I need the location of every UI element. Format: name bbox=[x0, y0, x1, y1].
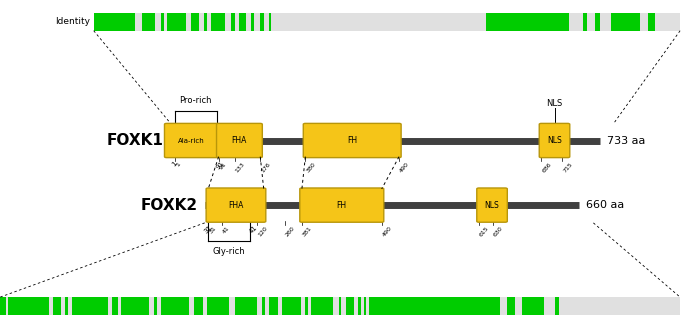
Text: 715: 715 bbox=[562, 161, 573, 173]
Text: 490: 490 bbox=[399, 161, 411, 173]
Bar bbox=[0, 297, 6, 315]
Bar bbox=[595, 13, 600, 31]
Bar bbox=[311, 297, 333, 315]
Bar bbox=[262, 297, 265, 315]
Text: 686: 686 bbox=[541, 161, 552, 173]
Bar bbox=[191, 13, 199, 31]
Bar bbox=[369, 297, 500, 315]
Text: FH: FH bbox=[347, 136, 357, 145]
Bar bbox=[346, 297, 354, 315]
Text: FH: FH bbox=[337, 201, 347, 210]
FancyBboxPatch shape bbox=[217, 123, 262, 158]
Bar bbox=[339, 297, 341, 315]
FancyBboxPatch shape bbox=[206, 188, 266, 222]
Text: Gly-rich: Gly-rich bbox=[212, 247, 246, 256]
Text: 381: 381 bbox=[302, 226, 313, 238]
Bar bbox=[239, 13, 246, 31]
Text: 91: 91 bbox=[219, 161, 228, 171]
Text: 41: 41 bbox=[248, 224, 259, 235]
Bar bbox=[231, 13, 235, 31]
Text: 660 aa: 660 aa bbox=[586, 200, 625, 210]
Text: Pro-rich: Pro-rich bbox=[180, 96, 212, 105]
FancyBboxPatch shape bbox=[300, 188, 384, 222]
Bar bbox=[583, 13, 587, 31]
Bar bbox=[269, 13, 271, 31]
Bar bbox=[207, 297, 229, 315]
Text: 630: 630 bbox=[493, 226, 504, 238]
Bar bbox=[65, 297, 68, 315]
Text: NLS: NLS bbox=[484, 201, 500, 210]
Text: FHA: FHA bbox=[232, 136, 247, 145]
FancyBboxPatch shape bbox=[164, 123, 219, 158]
Bar bbox=[204, 13, 207, 31]
Bar bbox=[121, 297, 149, 315]
Text: FHA: FHA bbox=[228, 201, 244, 210]
Text: 176: 176 bbox=[260, 161, 271, 173]
Bar bbox=[555, 297, 559, 315]
Bar bbox=[611, 13, 640, 31]
Text: 120: 120 bbox=[257, 226, 268, 238]
Text: FOXK1: FOXK1 bbox=[106, 133, 163, 148]
FancyBboxPatch shape bbox=[539, 123, 570, 158]
Bar bbox=[94, 13, 680, 31]
Text: FOXK2: FOXK2 bbox=[141, 198, 198, 213]
Bar bbox=[364, 297, 366, 315]
Bar bbox=[260, 13, 264, 31]
FancyBboxPatch shape bbox=[303, 123, 401, 158]
Bar bbox=[161, 13, 164, 31]
Bar bbox=[235, 297, 257, 315]
Bar bbox=[507, 297, 515, 315]
Bar bbox=[358, 297, 361, 315]
Text: 133: 133 bbox=[235, 161, 246, 173]
Bar bbox=[194, 297, 203, 315]
Text: 91: 91 bbox=[214, 160, 226, 171]
Text: 41: 41 bbox=[222, 226, 231, 235]
Bar bbox=[305, 297, 308, 315]
Bar bbox=[72, 297, 108, 315]
Text: 733 aa: 733 aa bbox=[607, 136, 645, 145]
FancyBboxPatch shape bbox=[477, 188, 507, 222]
Text: NLS: NLS bbox=[546, 99, 563, 108]
Text: 380: 380 bbox=[305, 161, 316, 173]
Text: Ala-rich: Ala-rich bbox=[178, 138, 205, 143]
Bar bbox=[53, 297, 61, 315]
Bar bbox=[211, 13, 225, 31]
Bar bbox=[154, 297, 157, 315]
Text: NLS: NLS bbox=[547, 136, 562, 145]
Bar bbox=[282, 297, 301, 315]
Text: 1: 1 bbox=[175, 161, 181, 167]
Bar bbox=[94, 13, 135, 31]
Text: 490: 490 bbox=[382, 226, 393, 238]
Bar bbox=[522, 297, 544, 315]
Bar bbox=[167, 13, 186, 31]
Text: 615: 615 bbox=[479, 226, 490, 238]
Text: Identity: Identity bbox=[56, 17, 90, 26]
Bar bbox=[648, 13, 655, 31]
Text: 31: 31 bbox=[208, 226, 217, 235]
Bar bbox=[8, 297, 49, 315]
Bar bbox=[112, 297, 118, 315]
Bar bbox=[251, 13, 254, 31]
Text: 260: 260 bbox=[285, 226, 296, 238]
Bar bbox=[142, 13, 155, 31]
Text: 31: 31 bbox=[203, 224, 214, 235]
Bar bbox=[269, 297, 278, 315]
Text: 1: 1 bbox=[171, 160, 178, 167]
Bar bbox=[161, 297, 189, 315]
Bar bbox=[486, 13, 569, 31]
Bar bbox=[0, 297, 680, 315]
